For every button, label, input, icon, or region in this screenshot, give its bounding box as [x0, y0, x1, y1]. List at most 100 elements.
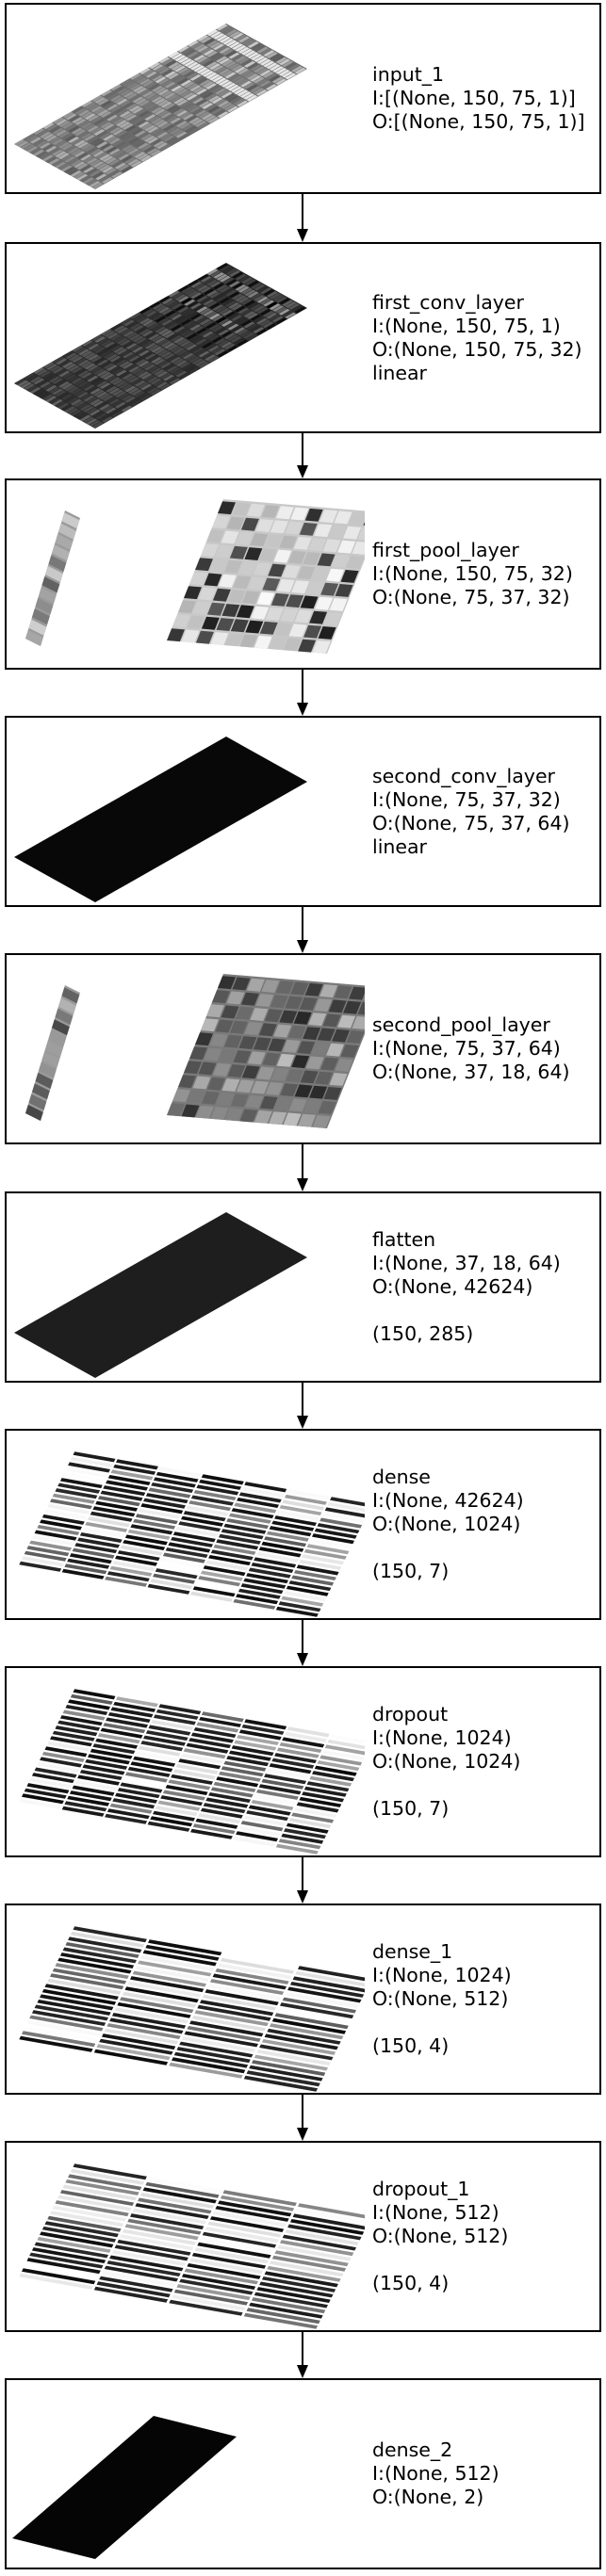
feature-cell — [264, 534, 283, 548]
feature-cell — [52, 117, 64, 124]
feature-cell — [51, 159, 63, 167]
feature-cell — [61, 1806, 105, 1817]
feature-cell — [124, 124, 137, 132]
feature-cell — [155, 305, 167, 312]
layer-output-shape: O:(None, 42624) — [372, 1275, 533, 1298]
feature-cell — [346, 556, 365, 569]
feature-cell — [134, 152, 146, 158]
feature-cell — [238, 1036, 257, 1049]
feature-cell — [140, 134, 153, 140]
feature-cell — [112, 1798, 156, 1809]
feature-cell — [267, 2028, 341, 2045]
feature-cell — [68, 1699, 110, 1710]
feature-cell — [256, 57, 269, 64]
feature-cell — [144, 353, 156, 361]
feature-cell — [87, 386, 98, 393]
feature-cell — [129, 73, 141, 80]
feature-cell — [183, 310, 195, 317]
flow-arrow — [297, 1144, 308, 1191]
feature-cell — [206, 29, 219, 37]
feature-cell — [208, 1555, 251, 1565]
feature-cell — [298, 1966, 365, 1982]
feature-cell — [235, 34, 247, 41]
feature-cell — [171, 63, 183, 71]
feature-cell — [196, 67, 208, 74]
feature-cell — [179, 362, 191, 368]
feature-cell — [151, 85, 163, 92]
feature-cell — [221, 1766, 264, 1777]
feature-cell — [76, 413, 89, 420]
feature-cell — [288, 1098, 307, 1112]
feature-cell — [181, 1515, 223, 1527]
feature-cell — [94, 97, 106, 104]
feature-cell — [256, 2049, 331, 2066]
feature-cell — [139, 339, 151, 346]
feature-cell — [132, 325, 144, 332]
feature-cell — [192, 1586, 236, 1597]
feature-cell — [294, 67, 306, 74]
feature-cell — [187, 290, 199, 298]
layer-name: input_1 — [372, 63, 445, 86]
feature-cell — [99, 2276, 173, 2292]
feature-cell — [321, 1513, 365, 1523]
feature-cell — [96, 131, 108, 138]
feature-cell — [233, 337, 245, 345]
feature-cell — [80, 143, 92, 151]
feature-cell — [116, 337, 128, 345]
feature-cell — [70, 410, 82, 416]
feature-cell — [154, 337, 166, 344]
feature-cell — [226, 345, 238, 352]
feature-cell — [119, 371, 130, 379]
feature-cell — [150, 389, 162, 396]
feature-cell — [79, 1532, 123, 1543]
feature-cell — [52, 366, 64, 374]
feature-cell — [145, 92, 156, 100]
feature-cell — [197, 45, 209, 53]
feature-cell — [105, 168, 117, 175]
feature-cell — [52, 1493, 95, 1504]
feature-cell — [284, 1591, 326, 1602]
feature-cell — [123, 91, 135, 98]
feature-cell — [180, 298, 192, 304]
feature-cell — [228, 1750, 271, 1761]
feature-cell — [122, 373, 134, 381]
layer-visualization — [25, 499, 365, 654]
feature-cell — [231, 303, 243, 311]
feature-cell — [62, 350, 74, 358]
feature-cell — [277, 2244, 352, 2261]
feature-cell — [222, 2190, 297, 2207]
feature-cell — [58, 360, 71, 366]
feature-cell — [137, 154, 149, 160]
feature-cell — [270, 2023, 344, 2040]
feature-cell — [121, 166, 133, 173]
feature-cell — [97, 1733, 140, 1744]
feature-cell — [70, 1693, 113, 1705]
feature-cell — [143, 136, 156, 142]
feature-cell — [28, 1094, 47, 1110]
feature-cell — [195, 558, 213, 572]
feature-cell — [25, 1104, 43, 1121]
feature-cell — [33, 138, 45, 146]
feature-cell — [160, 1558, 204, 1569]
feature-cell — [47, 2215, 122, 2232]
feature-cell — [286, 1823, 329, 1834]
feature-cell — [330, 1734, 365, 1744]
feature-cell — [129, 323, 141, 331]
feature-cell — [262, 1052, 281, 1066]
feature-cell — [164, 332, 176, 339]
feature-cell — [250, 75, 262, 82]
feature-cell — [83, 395, 95, 402]
feature-cell — [166, 126, 178, 133]
feature-cell — [221, 288, 234, 295]
feature-cell — [240, 80, 253, 88]
feature-cell — [266, 52, 278, 58]
feature-cell — [114, 401, 126, 409]
feature-cell — [275, 57, 287, 64]
feature-cell — [108, 387, 121, 395]
feature-cell — [82, 1764, 125, 1775]
feature-cell — [265, 323, 277, 330]
feature-cell — [219, 1533, 261, 1545]
feature-cell — [95, 173, 107, 181]
feature-cell — [150, 1816, 193, 1827]
feature-cell — [79, 414, 91, 422]
